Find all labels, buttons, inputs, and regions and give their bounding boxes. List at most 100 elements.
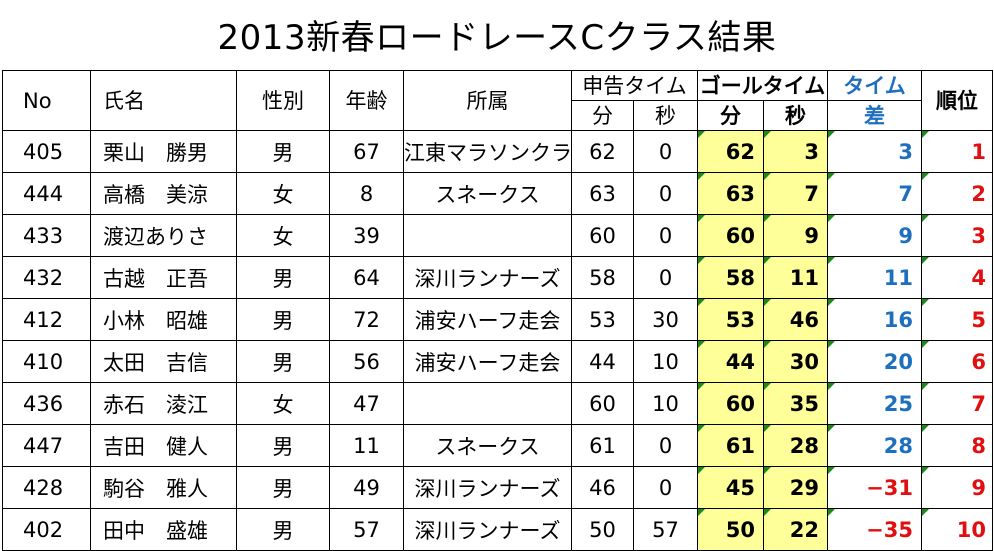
cell-age[interactable]: 72	[329, 298, 404, 341]
cell-rank[interactable]: 4	[921, 256, 993, 299]
cell-declared-sec[interactable]: 0	[633, 256, 698, 299]
cell-time-diff[interactable]: −35	[827, 508, 922, 551]
cell-goal-min[interactable]: 44	[697, 340, 764, 383]
cell-no[interactable]: 410	[2, 340, 91, 383]
cell-rank[interactable]: 8	[921, 424, 993, 467]
cell-gender[interactable]: 女	[236, 214, 330, 257]
header-name[interactable]: 氏名	[90, 70, 237, 131]
cell-age[interactable]: 8	[329, 172, 404, 215]
cell-declared-sec[interactable]: 0	[633, 466, 698, 509]
cell-age[interactable]: 49	[329, 466, 404, 509]
cell-gender[interactable]: 男	[236, 340, 330, 383]
cell-declared-min[interactable]: 53	[571, 298, 634, 341]
cell-goal-sec[interactable]: 46	[763, 298, 828, 341]
cell-goal-min[interactable]: 62	[697, 130, 764, 173]
cell-age[interactable]: 67	[329, 130, 404, 173]
cell-no[interactable]: 433	[2, 214, 91, 257]
header-declared-time[interactable]: 申告タイム	[571, 70, 698, 101]
cell-goal-sec[interactable]: 3	[763, 130, 828, 173]
cell-goal-min[interactable]: 61	[697, 424, 764, 467]
cell-time-diff[interactable]: 28	[827, 424, 922, 467]
cell-declared-min[interactable]: 60	[571, 214, 634, 257]
cell-goal-min[interactable]: 53	[697, 298, 764, 341]
cell-gender[interactable]: 女	[236, 172, 330, 215]
cell-name[interactable]: 高橋 美涼	[90, 172, 237, 215]
cell-declared-sec[interactable]: 57	[633, 508, 698, 551]
cell-no[interactable]: 436	[2, 382, 91, 425]
header-gender[interactable]: 性別	[236, 70, 330, 131]
cell-age[interactable]: 39	[329, 214, 404, 257]
cell-affiliation[interactable]: スネークス	[403, 424, 572, 467]
cell-goal-min[interactable]: 63	[697, 172, 764, 215]
cell-time-diff[interactable]: 3	[827, 130, 922, 173]
cell-affiliation[interactable]: 浦安ハーフ走会	[403, 298, 572, 341]
cell-no[interactable]: 402	[2, 508, 91, 551]
cell-name[interactable]: 古越 正吾	[90, 256, 237, 299]
cell-time-diff[interactable]: −31	[827, 466, 922, 509]
cell-goal-sec[interactable]: 22	[763, 508, 828, 551]
cell-rank[interactable]: 5	[921, 298, 993, 341]
cell-declared-min[interactable]: 50	[571, 508, 634, 551]
cell-goal-sec[interactable]: 9	[763, 214, 828, 257]
cell-no[interactable]: 405	[2, 130, 91, 173]
cell-time-diff[interactable]: 20	[827, 340, 922, 383]
cell-rank[interactable]: 3	[921, 214, 993, 257]
cell-rank[interactable]: 6	[921, 340, 993, 383]
cell-rank[interactable]: 2	[921, 172, 993, 215]
cell-name[interactable]: 小林 昭雄	[90, 298, 237, 341]
header-goal-min[interactable]: 分	[697, 100, 764, 131]
header-declared-sec[interactable]: 秒	[633, 100, 698, 131]
cell-no[interactable]: 432	[2, 256, 91, 299]
cell-name[interactable]: 太田 吉信	[90, 340, 237, 383]
cell-gender[interactable]: 男	[236, 256, 330, 299]
cell-declared-sec[interactable]: 10	[633, 382, 698, 425]
cell-time-diff[interactable]: 7	[827, 172, 922, 215]
cell-name[interactable]: 駒谷 雅人	[90, 466, 237, 509]
header-rank[interactable]: 順位	[921, 70, 993, 131]
header-declared-min[interactable]: 分	[571, 100, 634, 131]
header-age[interactable]: 年齢	[329, 70, 404, 131]
cell-declared-min[interactable]: 62	[571, 130, 634, 173]
cell-no[interactable]: 412	[2, 298, 91, 341]
cell-goal-sec[interactable]: 7	[763, 172, 828, 215]
header-no[interactable]: No	[2, 70, 91, 131]
cell-name[interactable]: 渡辺ありさ	[90, 214, 237, 257]
cell-declared-sec[interactable]: 30	[633, 298, 698, 341]
cell-no[interactable]: 428	[2, 466, 91, 509]
cell-age[interactable]: 47	[329, 382, 404, 425]
cell-time-diff[interactable]: 16	[827, 298, 922, 341]
cell-declared-min[interactable]: 61	[571, 424, 634, 467]
cell-time-diff[interactable]: 9	[827, 214, 922, 257]
cell-declared-sec[interactable]: 0	[633, 214, 698, 257]
cell-time-diff[interactable]: 11	[827, 256, 922, 299]
cell-goal-sec[interactable]: 28	[763, 424, 828, 467]
cell-affiliation[interactable]: 深川ランナーズ	[403, 256, 572, 299]
cell-goal-min[interactable]: 45	[697, 466, 764, 509]
cell-gender[interactable]: 男	[236, 466, 330, 509]
cell-time-diff[interactable]: 25	[827, 382, 922, 425]
cell-affiliation[interactable]: 江東マラソンクラブ	[403, 130, 572, 173]
cell-gender[interactable]: 女	[236, 382, 330, 425]
cell-declared-sec[interactable]: 0	[633, 424, 698, 467]
header-time-diff-line2[interactable]: 差	[827, 100, 922, 131]
header-goal-time[interactable]: ゴールタイム	[697, 70, 828, 101]
cell-no[interactable]: 447	[2, 424, 91, 467]
cell-goal-sec[interactable]: 29	[763, 466, 828, 509]
cell-declared-sec[interactable]: 10	[633, 340, 698, 383]
cell-goal-sec[interactable]: 11	[763, 256, 828, 299]
cell-goal-sec[interactable]: 35	[763, 382, 828, 425]
cell-rank[interactable]: 1	[921, 130, 993, 173]
cell-gender[interactable]: 男	[236, 130, 330, 173]
cell-rank[interactable]: 10	[921, 508, 993, 551]
cell-declared-min[interactable]: 58	[571, 256, 634, 299]
cell-affiliation[interactable]: 深川ランナーズ	[403, 508, 572, 551]
cell-gender[interactable]: 男	[236, 298, 330, 341]
cell-affiliation[interactable]: 深川ランナーズ	[403, 466, 572, 509]
cell-goal-min[interactable]: 50	[697, 508, 764, 551]
cell-name[interactable]: 吉田 健人	[90, 424, 237, 467]
cell-name[interactable]: 栗山 勝男	[90, 130, 237, 173]
cell-age[interactable]: 56	[329, 340, 404, 383]
header-goal-sec[interactable]: 秒	[763, 100, 828, 131]
cell-name[interactable]: 田中 盛雄	[90, 508, 237, 551]
cell-name[interactable]: 赤石 淩江	[90, 382, 237, 425]
